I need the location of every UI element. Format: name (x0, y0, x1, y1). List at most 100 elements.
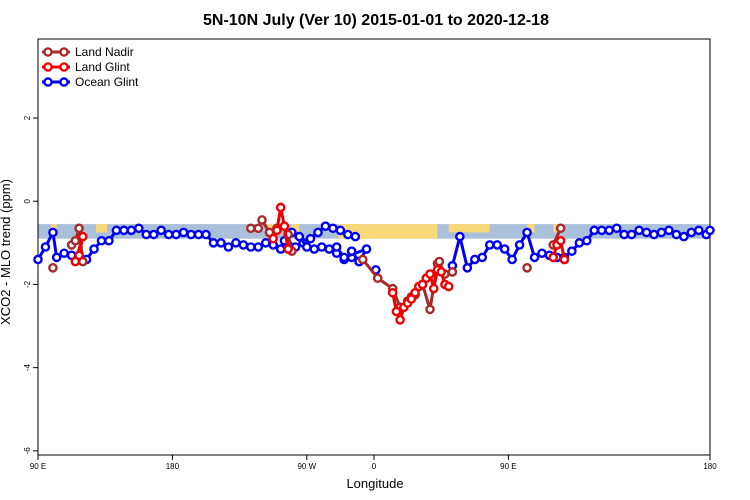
data-point (208, 238, 219, 248)
data-point (611, 223, 622, 234)
data-point (40, 242, 51, 252)
data-point (245, 242, 256, 252)
data-point (425, 269, 435, 279)
series-layer (33, 202, 715, 325)
data-point (33, 254, 43, 265)
data-point (574, 238, 585, 248)
land-band-4 (338, 224, 438, 239)
data-point (537, 248, 547, 259)
legend-entry: Land Glint (42, 60, 130, 74)
data-point (567, 246, 577, 256)
data-point (331, 242, 342, 252)
data-point (257, 215, 267, 225)
data-point (634, 225, 644, 236)
data-point (705, 225, 715, 236)
data-point (436, 267, 447, 277)
x-axis-label: Longitude (346, 476, 403, 491)
data-point (324, 244, 335, 254)
data-point (387, 287, 398, 298)
land-band-6 (527, 224, 535, 233)
data-point (443, 281, 454, 292)
data-point (245, 223, 256, 234)
data-point (522, 227, 532, 238)
y-axis: 2 0 -2 -4 -6 (23, 115, 38, 454)
series-ocean-glint (33, 221, 715, 275)
data-point (148, 229, 159, 240)
data-point (111, 225, 122, 236)
data-point (395, 314, 405, 325)
series-land-glint (70, 202, 570, 325)
x-tick-label: 90 E (500, 462, 516, 471)
x-axis: 90 E 180 90 W 0 90 E 180 (30, 455, 717, 471)
data-point (96, 235, 107, 246)
y-tick-label: -2 (23, 280, 32, 288)
x-tick-label: 180 (166, 462, 180, 471)
legend-marker (59, 62, 69, 72)
data-point (238, 240, 249, 250)
legend-marker (43, 62, 53, 72)
data-point (59, 248, 69, 259)
y-tick-label: -4 (23, 364, 32, 372)
legend-label: Land Nadir (75, 45, 134, 59)
data-point (223, 242, 234, 252)
data-point (671, 229, 682, 240)
data-point (283, 244, 293, 254)
data-point (309, 244, 320, 254)
data-point (186, 229, 196, 240)
data-point (178, 227, 189, 238)
data-point (619, 229, 629, 240)
data-point (596, 225, 607, 236)
data-point (425, 304, 435, 315)
data-point (339, 252, 349, 263)
data-point (216, 238, 226, 248)
land-band-1 (95, 224, 108, 233)
data-point (48, 262, 58, 273)
x-tick-label: 90 W (297, 462, 316, 471)
data-point (492, 240, 503, 250)
data-point (529, 252, 540, 263)
data-point (641, 227, 652, 238)
data-point (555, 235, 566, 246)
data-point (141, 229, 152, 240)
legend-marker (59, 77, 69, 87)
data-point (268, 233, 279, 244)
plot-frame (37, 38, 711, 456)
data-point (193, 229, 204, 240)
data-point (428, 283, 439, 294)
data-point (694, 225, 704, 236)
data-point (455, 231, 465, 242)
data-point (74, 250, 84, 261)
data-point (350, 231, 361, 242)
data-point (253, 242, 264, 252)
data-point (686, 227, 697, 238)
x-tick-label: 180 (703, 462, 717, 471)
data-point (447, 267, 458, 277)
land-band-5 (448, 224, 490, 233)
y-axis-label: XCO2 - MLO trend (ppm) (0, 179, 13, 325)
legend-marker (59, 47, 69, 57)
data-point (507, 254, 517, 265)
x-tick-label: 0 (372, 462, 377, 471)
legend-marker (43, 77, 53, 87)
data-point (275, 202, 286, 213)
data-point (548, 252, 559, 263)
data-point (589, 225, 600, 236)
data-point (499, 244, 510, 254)
data-point (48, 227, 58, 238)
legend-label: Ocean Glint (75, 75, 139, 89)
chart-title: 5N-10N July (Ver 10) 2015-01-01 to 2020-… (203, 12, 549, 29)
data-point (78, 231, 88, 242)
data-point (462, 262, 473, 273)
legend-entry: Land Nadir (42, 45, 134, 59)
data-point (51, 252, 62, 263)
data-point (104, 235, 114, 246)
data-point (320, 221, 331, 231)
data-point (201, 229, 211, 240)
data-point (279, 221, 290, 231)
data-point (156, 225, 166, 236)
data-point (260, 238, 271, 248)
data-point (656, 227, 667, 238)
data-point (604, 225, 615, 236)
